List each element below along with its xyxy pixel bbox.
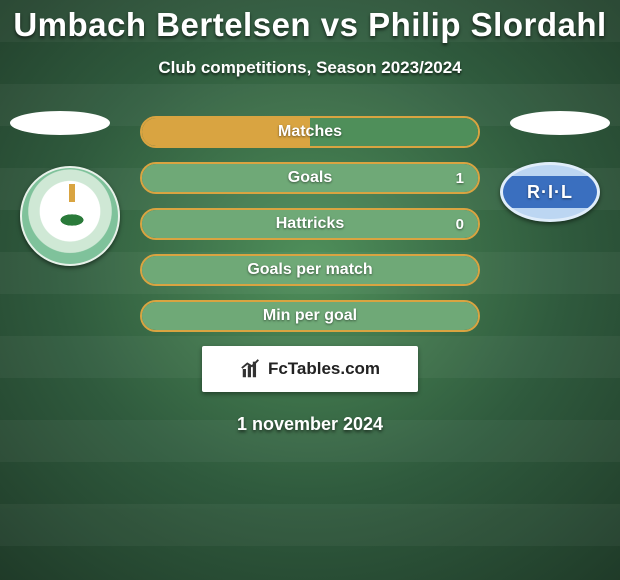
ranheim-il-crest: R·I·L — [500, 162, 600, 222]
branding-badge: FcTables.com — [202, 346, 418, 392]
stat-bar-goals_per_match: Goals per match — [140, 254, 480, 286]
crest-right-text: R·I·L — [527, 182, 573, 203]
stat-bar-goals: 1Goals — [140, 162, 480, 194]
stat-bar-matches: Matches — [140, 116, 480, 148]
vs-separator: vs — [321, 6, 359, 43]
placeholder-ellipse-left — [10, 110, 110, 136]
placeholder-ellipse-right — [510, 110, 610, 136]
branding-text: FcTables.com — [268, 359, 380, 379]
stat-label: Goals — [142, 164, 478, 192]
page-title: Umbach Bertelsen vs Philip Slordahl — [0, 6, 620, 44]
subtitle: Club competitions, Season 2023/2024 — [0, 58, 620, 78]
stat-label: Goals per match — [142, 256, 478, 284]
stat-label: Hattricks — [142, 210, 478, 238]
stat-bars: Matches 1Goals 0Hattricks Goals per match Mi… — [140, 116, 480, 332]
player-right-name: Philip Slordahl — [368, 6, 607, 43]
comparison-area: R·I·L Matches 1Goals 0Hattricks Goals per m… — [0, 116, 620, 435]
stat-bar-min_per_goal: Min per goal — [140, 300, 480, 332]
stat-label: Matches — [142, 118, 478, 146]
date-line: 1 november 2024 — [0, 414, 620, 435]
player-left-name: Umbach Bertelsen — [13, 6, 311, 43]
sandnes-ulf-crest — [20, 166, 120, 266]
stat-label: Min per goal — [142, 302, 478, 330]
stat-bar-hattricks: 0Hattricks — [140, 208, 480, 240]
bar-chart-icon — [240, 358, 262, 380]
